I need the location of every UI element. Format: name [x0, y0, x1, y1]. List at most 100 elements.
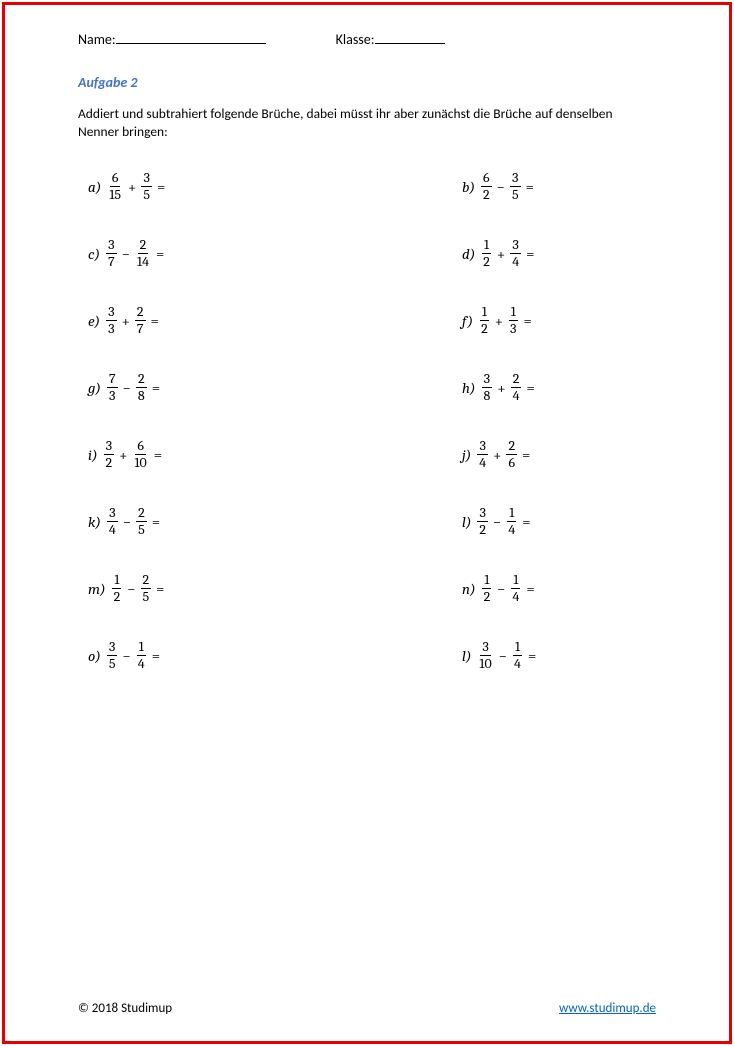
header-line: Name: Klasse:	[78, 30, 656, 48]
fraction-2: 34	[510, 238, 521, 269]
denominator: 10	[477, 656, 493, 671]
equals-sign: =	[156, 245, 164, 263]
equals-sign: =	[522, 513, 530, 531]
numerator: 2	[511, 372, 522, 388]
denominator: 2	[479, 321, 490, 336]
numerator: 2	[141, 573, 152, 589]
operator: +	[497, 379, 505, 397]
equals-sign: =	[152, 647, 160, 665]
denominator: 4	[512, 656, 523, 671]
problem-item: i)32+610=	[88, 439, 362, 470]
operator: +	[497, 245, 505, 263]
problem-label: e)	[88, 312, 100, 330]
denominator: 15	[107, 187, 123, 202]
denominator: 5	[107, 656, 118, 671]
problem-item: l)32−14=	[382, 506, 656, 537]
problem-label: f)	[462, 312, 473, 330]
problem-label: b)	[462, 178, 475, 196]
problem-label: n)	[462, 580, 476, 598]
problem-label: j)	[462, 446, 471, 464]
operator: −	[497, 580, 505, 598]
fraction-2: 25	[141, 573, 152, 604]
equals-sign: =	[154, 446, 162, 464]
operator: +	[495, 312, 503, 330]
footer-link[interactable]: www.studimup.de	[559, 1001, 656, 1016]
fraction-1: 32	[477, 506, 488, 537]
fraction-1: 38	[482, 372, 493, 403]
problem-item: b)62−35=	[382, 171, 656, 202]
fraction-1: 62	[481, 171, 492, 202]
operator: +	[119, 446, 127, 464]
numerator: 3	[510, 171, 520, 187]
equals-sign: =	[527, 379, 535, 397]
fraction-2: 35	[141, 171, 152, 202]
problem-item: f)12+13=	[382, 305, 656, 336]
problem-label: g)	[88, 379, 101, 397]
problem-item: o)35−14=	[88, 640, 362, 671]
problem-label: c)	[88, 245, 100, 263]
fraction-2: 24	[511, 372, 522, 403]
problem-label: o)	[88, 647, 101, 665]
fraction-1: 12	[479, 305, 490, 336]
denominator: 4	[136, 656, 147, 671]
fraction-2: 14	[136, 640, 147, 671]
numerator: 1	[513, 640, 522, 656]
numerator: 7	[107, 372, 118, 388]
class-underline	[375, 30, 445, 44]
fraction-2: 14	[510, 573, 521, 604]
equals-sign: =	[151, 312, 159, 330]
numerator: 3	[104, 439, 114, 455]
equals-sign: =	[523, 312, 531, 330]
fraction-2: 35	[510, 171, 521, 202]
numerator: 1	[137, 640, 146, 656]
numerator: 3	[477, 439, 487, 455]
problem-item: h) 38+24 =	[382, 372, 656, 403]
numerator: 3	[107, 640, 117, 656]
fraction-1: 32	[104, 439, 115, 470]
denominator: 5	[510, 187, 521, 202]
denominator: 4	[107, 522, 118, 537]
problem-label: k)	[88, 513, 101, 531]
numerator: 3	[482, 372, 492, 388]
class-label: Klasse:	[336, 31, 375, 48]
fraction-1: 310	[477, 640, 493, 671]
numerator: 1	[480, 305, 489, 321]
page-content: Name: Klasse: Aufgabe 2 Addiert und subt…	[78, 30, 656, 1016]
denominator: 2	[481, 187, 492, 202]
fraction-2: 14	[506, 506, 517, 537]
problem-item: g)73−28=	[88, 372, 362, 403]
fraction-2: 214	[135, 238, 151, 269]
page-footer: © 2018 Studimup www.studimup.de	[78, 1001, 656, 1016]
equals-sign: =	[152, 379, 160, 397]
denominator: 2	[481, 254, 492, 269]
problem-item: c)37−214=	[88, 238, 362, 269]
fraction-1: 33	[106, 305, 116, 336]
fraction-1: 615	[107, 171, 123, 202]
fraction-2: 14	[512, 640, 523, 671]
problem-item: d)12+34=	[382, 238, 656, 269]
denominator: 2	[482, 589, 493, 604]
problem-item: n)12−14=	[382, 573, 656, 604]
problem-label: l)	[462, 513, 471, 531]
problem-item: k)34−25=	[88, 506, 362, 537]
operator: −	[123, 513, 131, 531]
name-field: Name:	[78, 30, 266, 48]
class-field: Klasse:	[336, 30, 445, 48]
operator: −	[122, 245, 130, 263]
denominator: 5	[141, 589, 152, 604]
numerator: 2	[136, 506, 147, 522]
denominator: 2	[104, 455, 115, 470]
problem-label: h)	[462, 379, 476, 397]
problem-item: a)615+35=	[88, 171, 362, 202]
numerator: 3	[510, 238, 520, 254]
numerator: 1	[509, 305, 518, 321]
problem-label: a)	[88, 178, 101, 196]
denominator: 4	[477, 455, 488, 470]
numerator: 2	[135, 305, 146, 321]
numerator: 3	[106, 305, 116, 321]
equals-sign: =	[152, 513, 160, 531]
fraction-1: 12	[482, 573, 493, 604]
denominator: 4	[510, 254, 521, 269]
denominator: 10	[132, 455, 148, 470]
denominator: 14	[135, 254, 151, 269]
